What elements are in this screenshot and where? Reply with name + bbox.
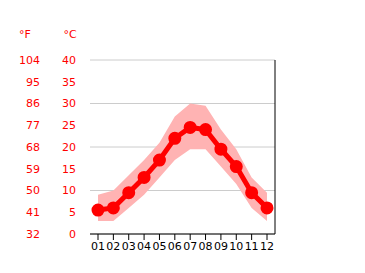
svg-text:12: 12 [260,240,274,253]
svg-text:35: 35 [62,76,76,89]
svg-text:104: 104 [19,54,40,67]
svg-text:95: 95 [26,76,40,89]
svg-text:07: 07 [183,240,197,253]
svg-text:05: 05 [152,240,166,253]
svg-text:15: 15 [62,163,76,176]
svg-text:25: 25 [62,119,76,132]
svg-text:10: 10 [229,240,243,253]
svg-text:08: 08 [199,240,213,253]
svg-text:10: 10 [62,184,76,197]
svg-text:5: 5 [69,206,76,219]
svg-text:86: 86 [26,97,40,110]
svg-text:77: 77 [26,119,40,132]
svg-text:03: 03 [122,240,136,253]
svg-text:09: 09 [214,240,228,253]
svg-text:°C: °C [63,28,77,41]
svg-text:41: 41 [26,206,40,219]
svg-text:0: 0 [69,228,76,241]
svg-text:20: 20 [62,141,76,154]
svg-text:°F: °F [19,28,31,41]
svg-text:68: 68 [26,141,40,154]
svg-text:32: 32 [26,228,40,241]
svg-text:01: 01 [91,240,105,253]
svg-text:30: 30 [62,97,76,110]
svg-text:59: 59 [26,163,40,176]
svg-text:06: 06 [168,240,182,253]
svg-text:40: 40 [62,54,76,67]
svg-text:11: 11 [245,240,259,253]
svg-text:04: 04 [137,240,151,253]
svg-text:02: 02 [106,240,120,253]
svg-text:50: 50 [26,184,40,197]
